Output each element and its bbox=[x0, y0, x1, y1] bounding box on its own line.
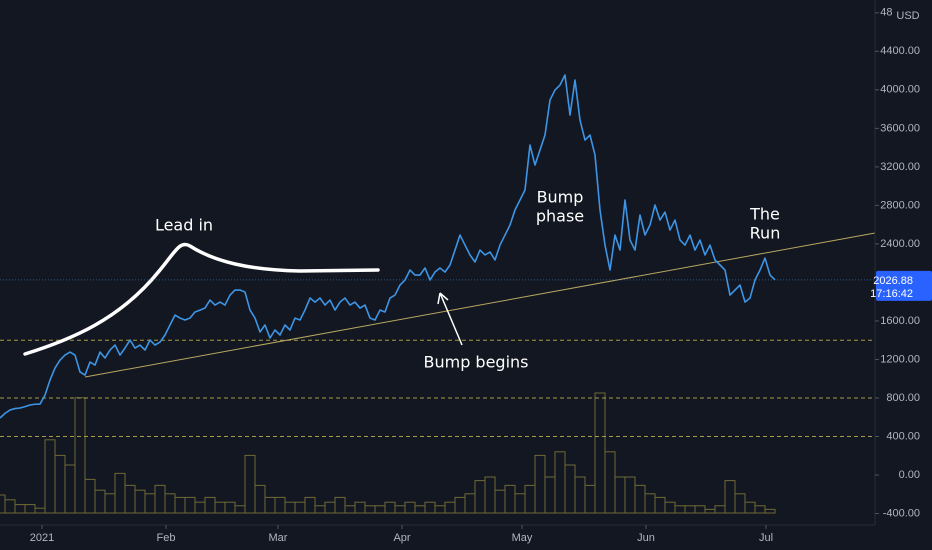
y-tick-label: 2800.00 bbox=[880, 199, 920, 211]
volume-bar bbox=[304, 496, 316, 514]
y-tick-label: 3600.00 bbox=[880, 122, 920, 134]
y-tick-label: 0.00 bbox=[899, 469, 920, 481]
last-price-label: 2026.88 bbox=[873, 275, 913, 287]
volume-bar bbox=[244, 454, 256, 514]
x-tick-label: Jun bbox=[637, 532, 655, 544]
x-tick-label: Feb bbox=[157, 532, 176, 544]
y-tick-label: 4000.00 bbox=[880, 84, 920, 96]
x-tick-label: May bbox=[512, 532, 533, 544]
x-tick-label: Apr bbox=[393, 532, 410, 544]
annotation: phase bbox=[536, 207, 584, 226]
currency-label: USD bbox=[896, 10, 919, 22]
volume-pane bbox=[0, 392, 776, 514]
x-axis-panel bbox=[0, 525, 932, 550]
currency-box bbox=[892, 7, 924, 24]
y-tick-label: 400.00 bbox=[886, 430, 920, 442]
countdown-label: 17:16:42 bbox=[870, 288, 913, 300]
annotation: Bump bbox=[537, 188, 584, 207]
x-tick-label: Mar bbox=[269, 532, 288, 544]
last-price-box bbox=[876, 270, 932, 301]
lead-in-curve bbox=[23, 242, 380, 356]
x-tick-label: Jul bbox=[759, 532, 773, 544]
y-tick-label: 1600.00 bbox=[880, 315, 920, 327]
arrow bbox=[437, 292, 463, 346]
trend-line bbox=[84, 232, 876, 378]
annotation: Bump begins bbox=[423, 353, 528, 372]
plot bbox=[0, 74, 776, 419]
x-tick-label: 2021 bbox=[30, 532, 54, 544]
annotation: Run bbox=[750, 224, 781, 243]
y-tick-label: 800.00 bbox=[886, 392, 920, 404]
y-tick-label: -400.00 bbox=[883, 507, 920, 519]
y-tick-label: 2400.00 bbox=[880, 238, 920, 250]
price-line bbox=[0, 74, 776, 419]
levels bbox=[0, 339, 875, 438]
y-tick-label: 1200.00 bbox=[880, 353, 920, 365]
volume-bar bbox=[764, 508, 776, 514]
annotation: Lead in bbox=[155, 216, 213, 235]
volume-bar bbox=[334, 496, 346, 514]
y-tick-label: 3200.00 bbox=[880, 161, 920, 173]
annotation: The bbox=[749, 205, 780, 224]
y-tick-label: 4400.00 bbox=[880, 45, 920, 57]
